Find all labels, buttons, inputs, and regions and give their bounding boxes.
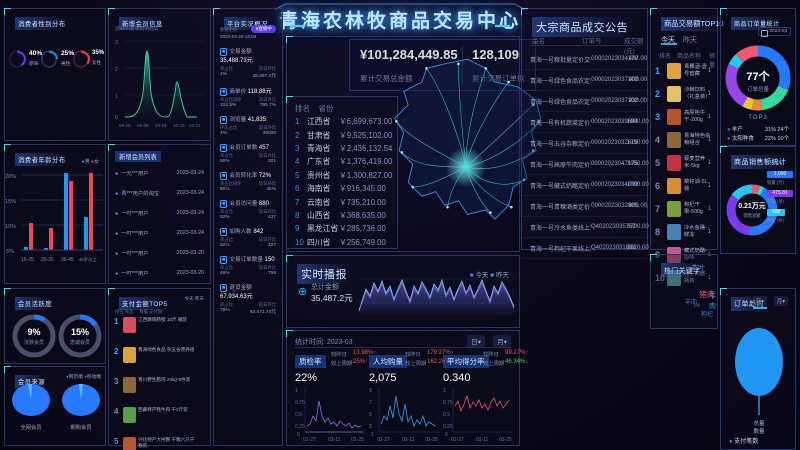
- svg-text:3: 3: [115, 40, 118, 46]
- svg-text:03-11: 03-11: [402, 437, 415, 442]
- svg-text:03-25: 03-25: [351, 437, 364, 442]
- svg-text:0.5: 0.5: [443, 412, 450, 418]
- svg-text:5%: 5%: [6, 249, 14, 255]
- svg-text:03-25: 03-25: [425, 437, 438, 442]
- svg-text:0.75: 0.75: [295, 400, 305, 406]
- svg-text:销售总额: 销售总额: [743, 212, 761, 219]
- svg-text:9%: 9%: [27, 327, 40, 337]
- svg-text:03-21: 03-21: [189, 123, 201, 128]
- svg-text:0: 0: [445, 432, 448, 438]
- svg-text:0.21万元: 0.21万元: [738, 202, 766, 210]
- svg-text:0: 0: [115, 115, 118, 121]
- svg-text:15%: 15%: [5, 199, 16, 205]
- svg-text:26-35: 26-35: [41, 257, 54, 263]
- svg-text:10%: 10%: [5, 224, 16, 230]
- svg-text:沉默会员: 沉默会员: [24, 339, 44, 346]
- svg-text:1: 1: [443, 388, 446, 394]
- svg-text:15%: 15%: [71, 327, 89, 337]
- svg-text:数量: 数量: [753, 427, 765, 435]
- svg-text:2: 2: [115, 67, 118, 73]
- svg-text:77个: 77个: [746, 69, 770, 83]
- svg-text:0.5: 0.5: [295, 412, 302, 418]
- svg-text:0.25: 0.25: [295, 424, 305, 430]
- svg-text:9: 9: [369, 388, 372, 394]
- svg-text:0.25: 0.25: [443, 424, 453, 430]
- svg-text:订单总量: 订单总量: [747, 85, 770, 93]
- svg-text:10-18: 10-18: [155, 123, 167, 128]
- svg-text:3: 3: [369, 424, 372, 430]
- svg-text:46岁以上: 46岁以上: [79, 256, 97, 263]
- svg-text:1: 1: [371, 432, 374, 438]
- svg-text:02-27: 02-27: [377, 437, 390, 442]
- svg-text:08-06: 08-06: [137, 123, 149, 128]
- svg-text:250: 250: [359, 301, 360, 307]
- svg-text:0.75: 0.75: [443, 400, 453, 406]
- svg-text:1: 1: [115, 94, 118, 100]
- svg-text:08-20: 08-20: [119, 123, 131, 128]
- svg-text:02-27: 02-27: [303, 437, 316, 442]
- svg-text:忠诚会员: 忠诚会员: [70, 339, 90, 346]
- svg-text:7: 7: [369, 400, 372, 406]
- svg-text:16-25: 16-25: [21, 257, 34, 263]
- svg-text:750: 750: [359, 289, 360, 295]
- svg-text:1: 1: [295, 388, 298, 394]
- svg-text:03-11: 03-11: [328, 437, 341, 442]
- svg-text:03-11: 03-11: [476, 437, 489, 442]
- svg-text:20%: 20%: [5, 174, 16, 180]
- svg-text:0: 0: [297, 432, 300, 438]
- svg-text:02-27: 02-27: [451, 437, 464, 442]
- svg-text:10-26: 10-26: [173, 123, 185, 128]
- svg-text:总量: 总量: [753, 419, 765, 427]
- svg-text:03-25: 03-25: [499, 437, 512, 442]
- svg-text:36-45: 36-45: [61, 257, 74, 263]
- svg-text:5: 5: [369, 412, 372, 418]
